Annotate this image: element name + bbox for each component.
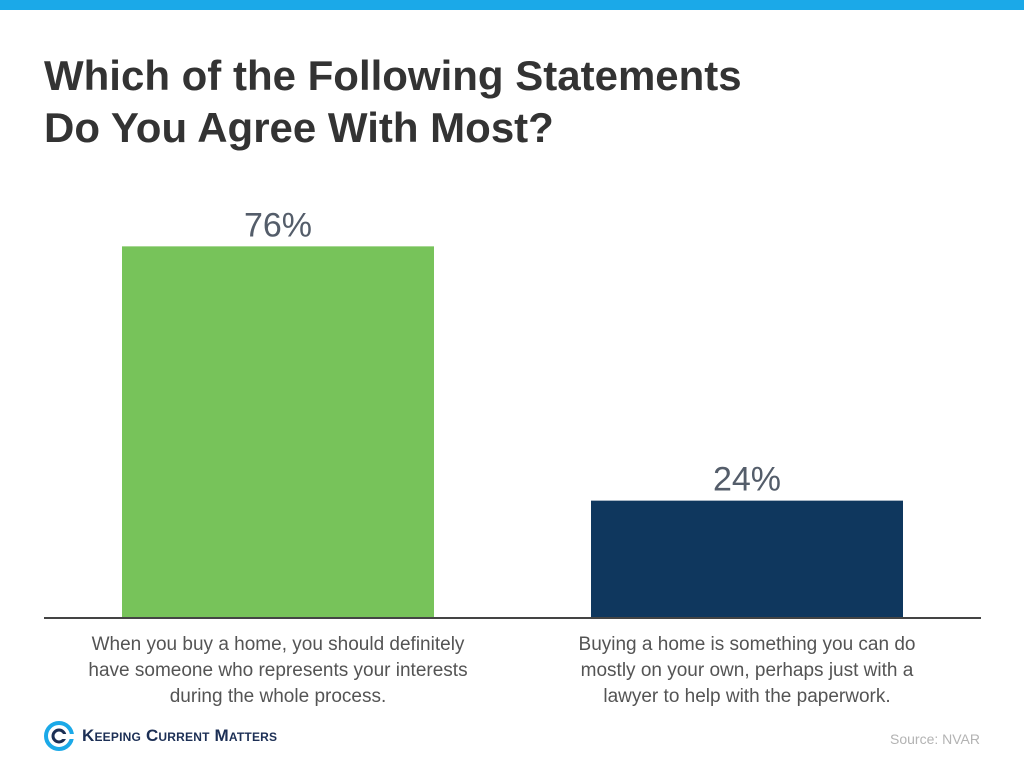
bar-1 (591, 500, 903, 618)
category-label-line: lawyer to help with the paperwork. (603, 686, 891, 707)
chart-title-line-1: Which of the Following Statements (44, 52, 742, 99)
category-label-represented: When you buy a home, you should definite… (43, 632, 513, 710)
category-label-line: Buying a home is something you can do (578, 634, 916, 655)
category-label-line: have someone who represents your interes… (88, 660, 468, 681)
chart-title: Which of the Following Statements Do You… (44, 50, 944, 154)
brand-name: Keeping Current Matters (82, 726, 278, 745)
kcm-swirl-icon (44, 721, 74, 751)
value-label-1: 24% (713, 461, 781, 499)
category-label-line: during the whole process. (169, 686, 387, 707)
value-label-0: 76% (244, 206, 312, 244)
source-note: Source: NVAR (890, 731, 980, 747)
top-accent-bar (0, 0, 1024, 10)
category-label-on-own: Buying a home is something you can do mo… (512, 632, 982, 710)
category-label-line: When you buy a home, you should definite… (91, 634, 465, 655)
bar-0 (122, 246, 434, 619)
brand-logo: Keeping Current Matters (44, 721, 277, 751)
category-label-line: mostly on your own, perhaps just with a (580, 660, 914, 681)
chart-title-line-2: Do You Agree With Most? (44, 104, 554, 151)
